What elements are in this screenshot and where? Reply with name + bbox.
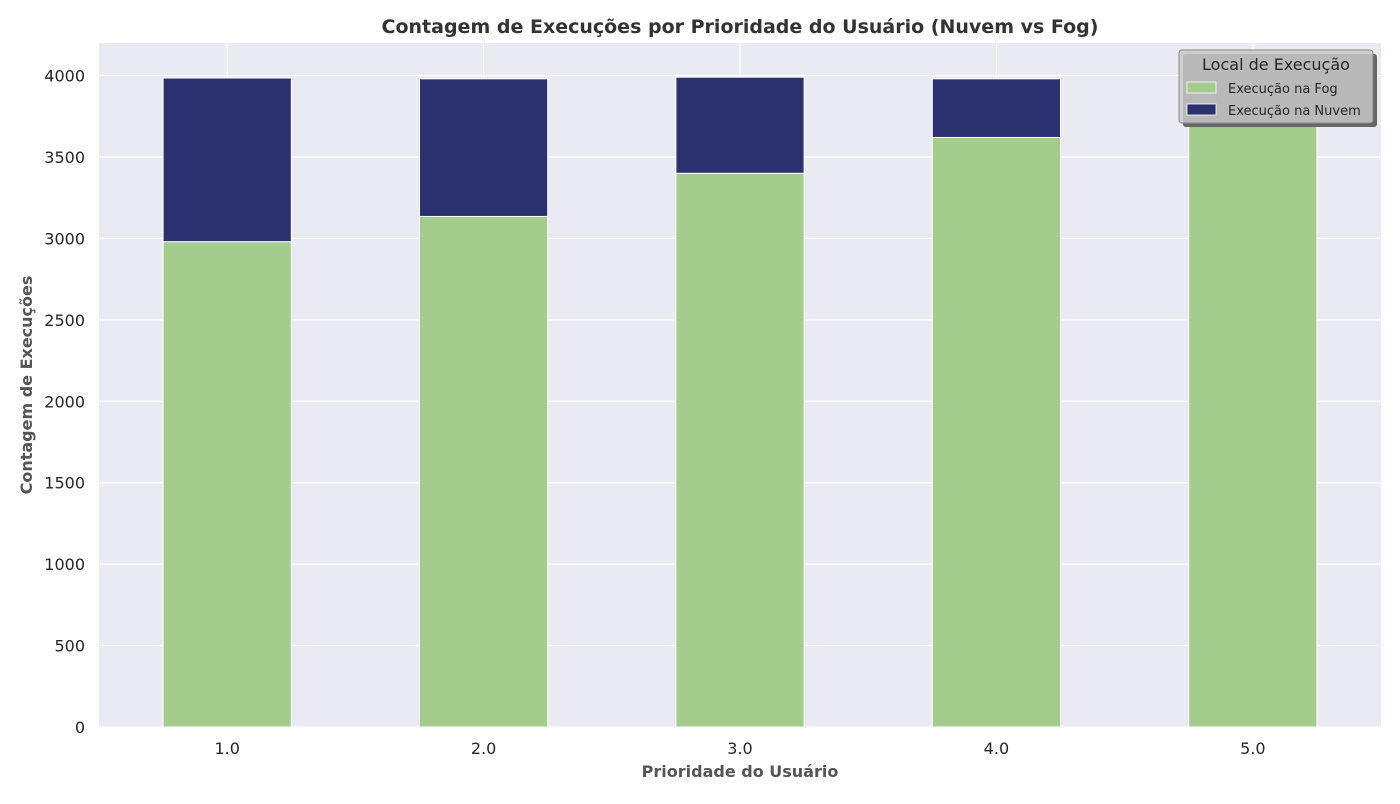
x-tick-label: 3.0 bbox=[727, 739, 752, 758]
y-tick-label: 0 bbox=[75, 718, 85, 737]
y-tick-label: 4000 bbox=[44, 67, 85, 86]
x-axis-label: Prioridade do Usuário bbox=[642, 762, 839, 781]
bar-fog-5.0 bbox=[1188, 102, 1318, 728]
bars bbox=[162, 76, 1318, 728]
legend-swatch-nuvem bbox=[1186, 103, 1217, 116]
y-tick-label: 1000 bbox=[44, 555, 85, 574]
y-tick-label: 3000 bbox=[44, 229, 85, 248]
y-axis-ticks: 0 500 1000 1500 2000 2500 3000 3500 4000 bbox=[44, 67, 85, 737]
legend-label-fog: Execução na Fog bbox=[1228, 82, 1338, 97]
bar-fog-3.0 bbox=[675, 172, 805, 728]
y-tick-label: 500 bbox=[54, 637, 85, 656]
legend-box bbox=[1178, 49, 1374, 124]
y-axis-label: Contagem de Execuções bbox=[17, 276, 36, 495]
x-axis-ticks: 1.0 2.0 3.0 4.0 5.0 bbox=[214, 739, 1265, 758]
x-tick-label: 2.0 bbox=[471, 739, 496, 758]
legend-swatch-fog bbox=[1186, 81, 1217, 94]
bar-nuvem-2.0 bbox=[419, 78, 549, 217]
y-tick-label: 2000 bbox=[44, 392, 85, 411]
legend-label-nuvem: Execução na Nuvem bbox=[1228, 104, 1361, 119]
x-tick-label: 1.0 bbox=[214, 739, 239, 758]
y-tick-label: 3500 bbox=[44, 148, 85, 167]
legend: Local de Execução Execução na FogExecuçã… bbox=[1178, 49, 1377, 127]
x-tick-label: 4.0 bbox=[984, 739, 1009, 758]
x-tick-label: 5.0 bbox=[1240, 739, 1265, 758]
bar-fog-2.0 bbox=[419, 215, 549, 728]
chart-title: Contagem de Execuções por Prioridade do … bbox=[382, 16, 1099, 38]
legend-title: Local de Execução bbox=[1202, 55, 1350, 74]
bar-nuvem-3.0 bbox=[675, 76, 805, 174]
legend-entries: Execução na Fog Execução na Nuvem bbox=[1186, 81, 1361, 119]
bar-nuvem-4.0 bbox=[931, 78, 1061, 138]
bar-nuvem-1.0 bbox=[162, 77, 292, 243]
bar-fog-4.0 bbox=[931, 136, 1061, 728]
bar-fog-1.0 bbox=[162, 241, 292, 728]
y-tick-label: 1500 bbox=[44, 474, 85, 493]
y-tick-label: 2500 bbox=[44, 311, 85, 330]
